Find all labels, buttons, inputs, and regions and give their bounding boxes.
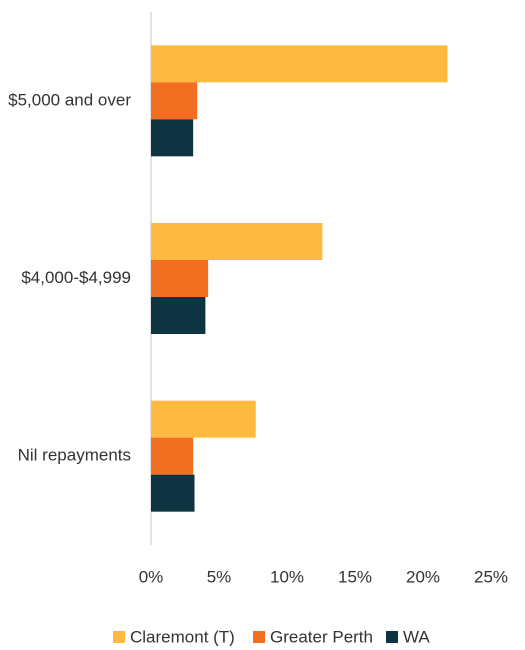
bar: [151, 297, 206, 334]
y-tick-label: Nil repayments: [18, 446, 131, 465]
legend-label: WA: [403, 627, 430, 646]
bar: [151, 223, 323, 260]
bar: [151, 119, 194, 157]
legend-label: Claremont (T): [130, 627, 235, 646]
bar: [151, 260, 209, 297]
y-tick-label: $5,000 and over: [8, 90, 131, 109]
x-tick-label: 15%: [338, 567, 372, 586]
bar: [151, 437, 194, 475]
y-tick-label: $4,000-$4,999: [21, 268, 131, 287]
x-tick-label: 20%: [406, 567, 440, 586]
x-tick-label: 0%: [139, 567, 164, 586]
bar: [151, 474, 195, 512]
legend-label: Greater Perth: [270, 627, 373, 646]
bar: [151, 82, 198, 120]
x-tick-label: 10%: [270, 567, 304, 586]
legend-swatch: [386, 631, 398, 643]
bar: [151, 45, 448, 83]
bar: [151, 400, 256, 438]
x-tick-label: 25%: [474, 567, 508, 586]
x-tick-label: 5%: [207, 567, 232, 586]
legend-swatch: [253, 631, 265, 643]
legend-swatch: [113, 631, 125, 643]
